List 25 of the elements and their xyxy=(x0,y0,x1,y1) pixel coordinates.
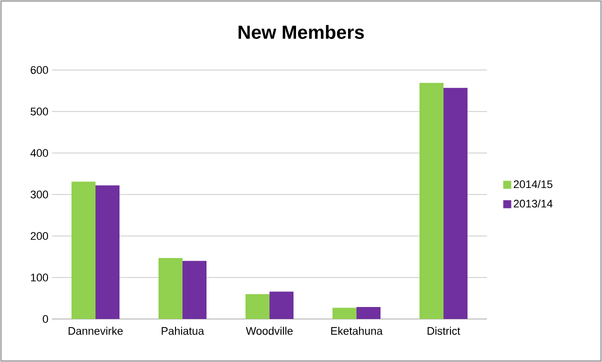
bar xyxy=(72,182,96,319)
y-tick-label: 500 xyxy=(30,108,48,116)
legend-label: 2014/15 xyxy=(514,180,552,188)
y-tick-label: 100 xyxy=(31,274,48,282)
bar xyxy=(182,260,207,319)
chart-title: New Members xyxy=(238,25,364,39)
y-tick-label: 0 xyxy=(42,315,48,323)
bar xyxy=(420,82,444,319)
y-tick-label: 600 xyxy=(30,66,48,74)
bar xyxy=(246,294,270,319)
bar xyxy=(444,88,468,319)
y-tick-label: 200 xyxy=(30,232,48,240)
y-tick-label: 300 xyxy=(30,190,48,198)
x-tick-label: Woodville xyxy=(246,326,293,335)
x-tick-label: Pahiatua xyxy=(162,326,204,335)
bar xyxy=(96,185,120,319)
x-tick-label: Dannevirke xyxy=(68,326,123,335)
bar xyxy=(356,306,381,319)
bar xyxy=(332,308,357,319)
x-tick-label: Eketahuna xyxy=(331,326,383,335)
bar xyxy=(270,292,294,319)
bar xyxy=(158,258,183,319)
x-tick-label: District xyxy=(428,326,460,335)
legend-label: 2013/14 xyxy=(514,199,553,208)
y-tick-label: 400 xyxy=(30,149,48,157)
